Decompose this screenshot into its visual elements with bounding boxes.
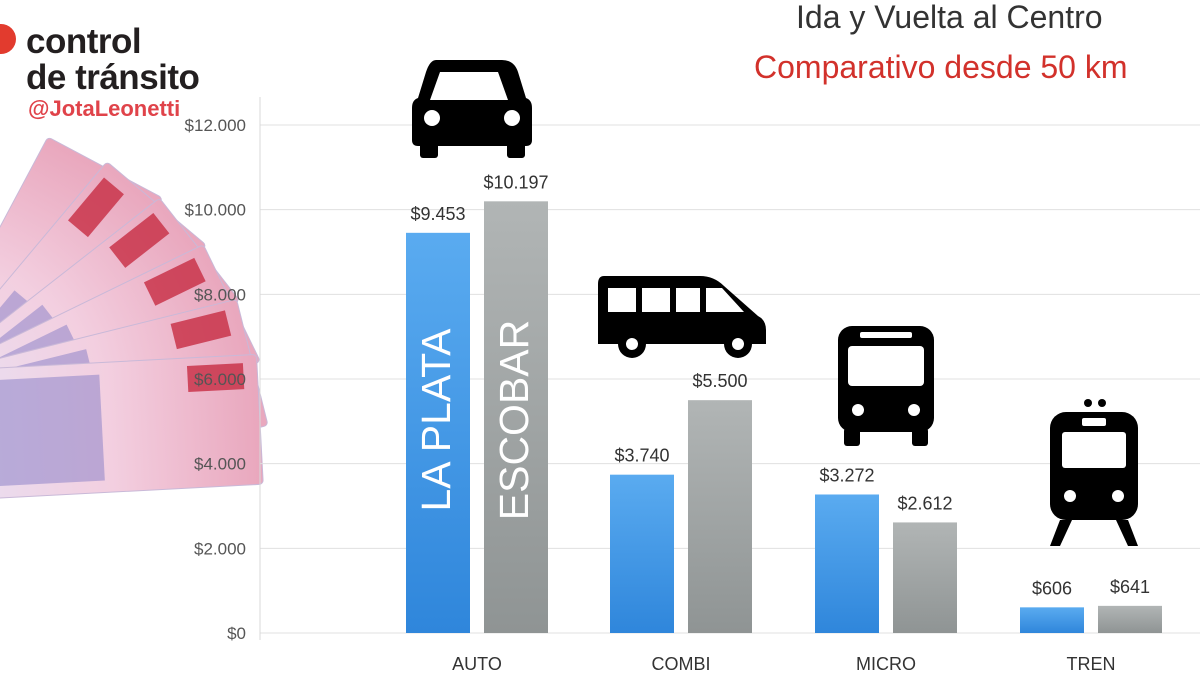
bar: [1020, 607, 1084, 633]
bar: [1098, 605, 1162, 633]
y-tick-label: $6.000: [194, 370, 246, 389]
car-icon: [412, 60, 532, 158]
brand-badge: [0, 24, 16, 54]
category-label: COMBI: [651, 654, 710, 674]
data-label: $3.272: [819, 465, 874, 485]
data-labels: $9.453 $10.197 $3.740 $5.500 $3.272 $2.612 $60…: [410, 172, 1150, 598]
bar: [484, 201, 548, 633]
category-label: MICRO: [856, 654, 916, 674]
brand-handle: @JotaLeonetti: [28, 96, 181, 121]
category-label: TREN: [1067, 654, 1116, 674]
y-tick-label: $2.000: [194, 539, 246, 558]
van-icon: [598, 276, 766, 358]
train-icon: [1050, 399, 1138, 546]
series-label: ESCOBAR: [491, 320, 537, 521]
y-tick-label: $12.000: [185, 116, 246, 135]
chart-title: Ida y Vuelta al Centro: [796, 0, 1103, 35]
bar: [406, 232, 470, 633]
bar: [688, 400, 752, 633]
bar: [815, 494, 879, 633]
data-label: $3.740: [614, 446, 669, 466]
y-tick-label: $4.000: [194, 455, 246, 474]
bus-icon: [838, 326, 934, 446]
bar: [610, 474, 674, 633]
y-tick-label: $0: [227, 624, 246, 643]
bar: [893, 522, 957, 633]
category-label: AUTO: [452, 654, 502, 674]
y-tick-label: $10.000: [185, 201, 246, 220]
y-tick-labels: $0 $2.000 $4.000 $6.000 $8.000 $10.000 $12.000: [185, 116, 246, 643]
data-label: $606: [1032, 578, 1072, 598]
series-label: LA PLATA: [413, 328, 459, 512]
data-label: $641: [1110, 577, 1150, 597]
data-label: $10.197: [483, 172, 548, 192]
data-label: $5.500: [692, 371, 747, 391]
bars: [406, 201, 1162, 633]
y-tick-label: $8.000: [194, 285, 246, 304]
brand-name-line1: control: [26, 22, 142, 61]
chart-subtitle: Comparativo desde 50 km: [754, 49, 1128, 85]
series-labels: LA PLATA ESCOBAR: [413, 320, 537, 521]
banknotes-image: [0, 137, 268, 501]
brand-name-line2: de tránsito: [26, 58, 200, 97]
data-label: $2.612: [897, 493, 952, 513]
category-labels: AUTO COMBI MICRO TREN: [452, 654, 1115, 674]
data-label: $9.453: [410, 204, 465, 224]
